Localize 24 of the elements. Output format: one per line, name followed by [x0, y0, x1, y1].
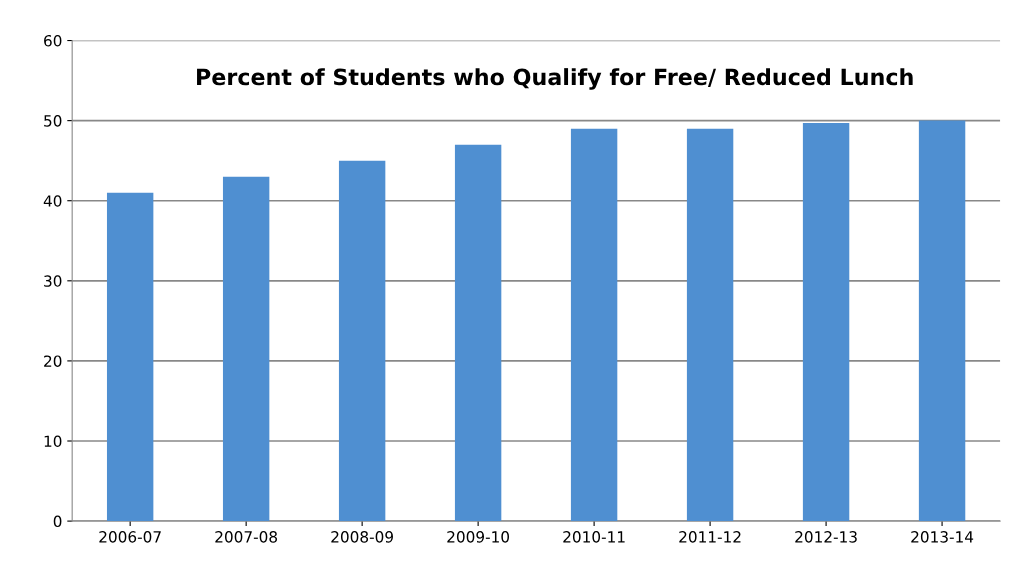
x-tick-label: 2008-09 [331, 531, 393, 543]
bar [802, 123, 850, 522]
bar [106, 192, 154, 522]
x-tick-label: 2013-14 [911, 531, 974, 543]
x-tick-label: 2007-08 [215, 531, 278, 543]
text: Percent of Students who Qualify for Free/ Reduced Lunch [197, 68, 913, 90]
y-tick-label: 50 [44, 115, 62, 127]
y-tick-label: 10 [44, 435, 62, 448]
y-tick-label: 30 [44, 275, 62, 287]
y-tick-label: 40 [43, 195, 62, 207]
y-tick-label: 0 [53, 515, 62, 528]
x-tick-label: 2009-10 [447, 531, 510, 543]
x-tick-label: 2010-11 [563, 531, 625, 543]
x-tick-label: 2012-13 [795, 531, 857, 543]
y-tick-label: 60 [44, 35, 62, 47]
bar [570, 128, 618, 522]
x-tick-label: 2011-12 [679, 531, 741, 543]
bar [338, 160, 386, 522]
bar [222, 176, 270, 522]
bar [918, 120, 966, 522]
x-tick-label: 2006-07 [99, 531, 161, 543]
bar [454, 144, 502, 522]
bar [686, 128, 734, 522]
y-tick-label: 20 [44, 355, 62, 367]
